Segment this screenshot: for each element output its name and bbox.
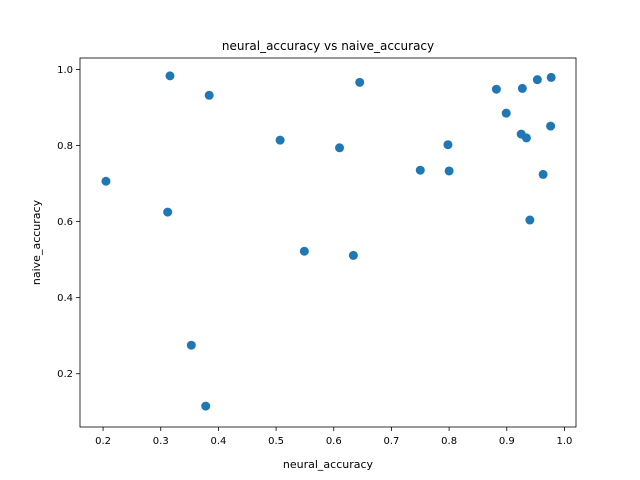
data-point <box>201 401 211 411</box>
data-point <box>501 108 511 118</box>
x-tick-label: 0.7 <box>383 436 399 447</box>
y-tick-label: 0.8 <box>57 141 73 152</box>
x-tick-label: 0.5 <box>268 436 284 447</box>
data-point <box>204 90 214 100</box>
x-tick-label: 0.3 <box>153 436 169 447</box>
y-tick-label: 1.0 <box>57 65 73 76</box>
y-tick-label: 0.4 <box>57 293 73 304</box>
data-point <box>517 83 527 93</box>
x-tick-label: 0.6 <box>326 436 342 447</box>
data-point <box>101 176 111 186</box>
x-axis-label: neural_accuracy <box>283 458 374 471</box>
data-point <box>538 169 548 179</box>
data-point <box>299 246 309 256</box>
data-point <box>546 72 556 82</box>
data-point <box>163 207 173 217</box>
x-tick-label: 0.4 <box>210 436 226 447</box>
data-point <box>532 75 542 85</box>
data-point <box>335 143 345 153</box>
data-points <box>101 71 556 411</box>
y-axis: 0.2 0.4 0.6 0.8 1.0 <box>57 65 80 380</box>
data-point <box>348 250 358 260</box>
data-point <box>521 133 531 143</box>
data-point <box>355 77 365 87</box>
y-axis-label: naive_accuracy <box>30 199 43 285</box>
x-tick-label: 0.2 <box>95 436 111 447</box>
chart-title: neural_accuracy vs naive_accuracy <box>222 39 434 53</box>
plot-frame <box>79 57 577 428</box>
x-axis: 0.2 0.3 0.4 0.5 0.6 0.7 0.8 0.9 1.0 <box>95 427 572 447</box>
data-point <box>415 165 425 175</box>
data-point <box>443 140 453 150</box>
data-point <box>546 121 556 131</box>
data-point <box>275 135 285 145</box>
data-point <box>525 215 535 225</box>
x-tick-label: 1.0 <box>557 436 573 447</box>
x-tick-label: 0.9 <box>499 436 515 447</box>
y-tick-label: 0.6 <box>57 217 73 228</box>
data-point <box>444 166 454 176</box>
data-point <box>165 71 175 81</box>
data-point <box>491 84 501 94</box>
data-point <box>186 340 196 350</box>
y-tick-label: 0.2 <box>57 369 73 380</box>
x-tick-label: 0.8 <box>441 436 457 447</box>
